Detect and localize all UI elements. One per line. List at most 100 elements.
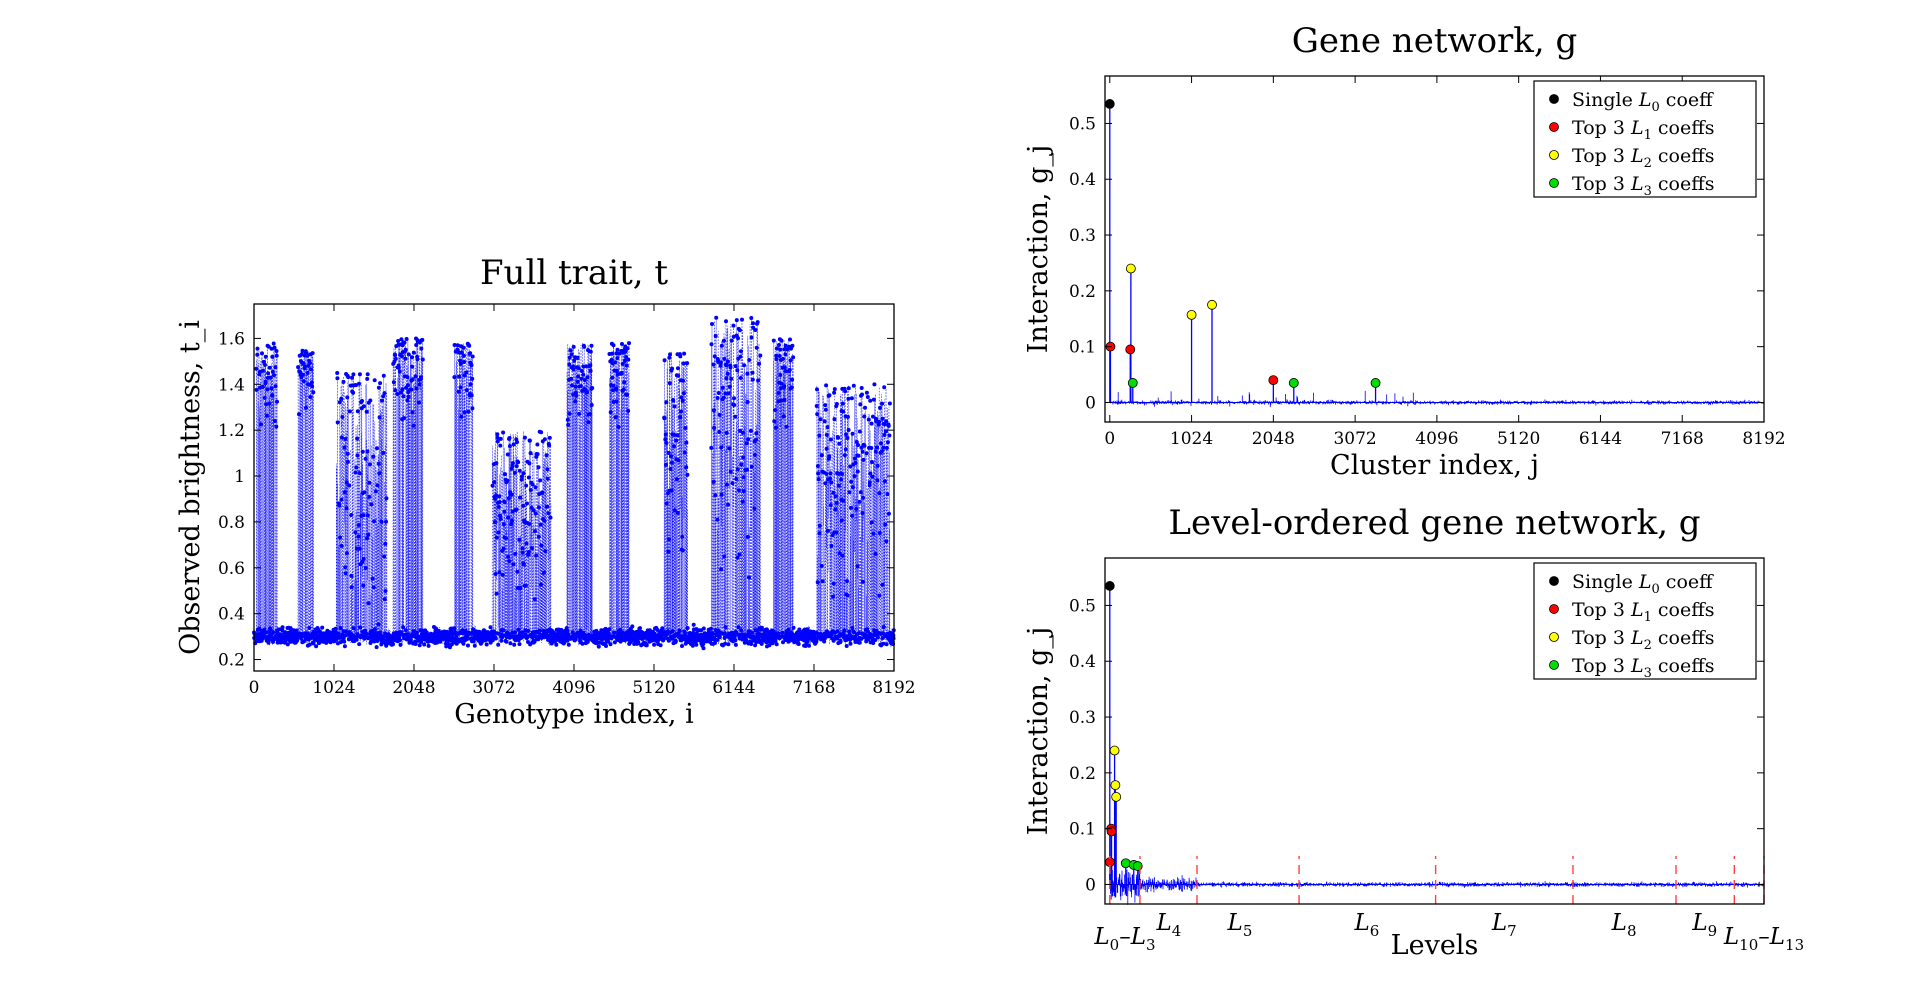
data-point bbox=[273, 384, 278, 389]
data-point bbox=[401, 394, 406, 399]
data-point bbox=[484, 642, 489, 647]
data-point bbox=[399, 390, 403, 395]
data-point bbox=[361, 556, 366, 561]
data-point bbox=[419, 346, 424, 351]
data-point bbox=[815, 412, 820, 417]
data-point bbox=[614, 399, 619, 404]
data-point bbox=[372, 378, 377, 383]
data-point bbox=[588, 363, 593, 368]
data-point bbox=[567, 411, 572, 416]
data-point bbox=[565, 417, 570, 422]
data-point bbox=[367, 480, 372, 485]
data-point bbox=[733, 638, 738, 643]
data-point bbox=[516, 460, 521, 465]
data-point bbox=[857, 499, 862, 504]
data-point bbox=[713, 493, 718, 498]
data-point bbox=[507, 559, 512, 564]
data-point bbox=[573, 384, 578, 389]
legend-marker bbox=[1549, 150, 1559, 160]
data-point bbox=[735, 555, 740, 560]
data-point bbox=[727, 384, 732, 389]
data-point bbox=[363, 456, 368, 461]
data-point bbox=[343, 629, 348, 634]
data-point bbox=[369, 502, 374, 507]
data-point bbox=[349, 513, 354, 517]
data-point bbox=[630, 624, 635, 629]
data-point bbox=[626, 408, 631, 413]
data-point bbox=[855, 469, 860, 474]
data-point bbox=[666, 451, 671, 455]
data-point bbox=[263, 379, 268, 384]
data-point bbox=[790, 377, 795, 382]
data-point bbox=[569, 352, 574, 357]
data-point bbox=[347, 483, 352, 488]
data-point bbox=[506, 515, 511, 520]
data-point bbox=[500, 572, 505, 577]
data-point bbox=[824, 383, 829, 388]
data-point bbox=[674, 438, 679, 443]
data-point bbox=[538, 522, 543, 527]
data-point bbox=[356, 534, 361, 539]
data-point bbox=[790, 343, 795, 348]
y-tick-label: 0.1 bbox=[1069, 820, 1096, 840]
data-point bbox=[882, 433, 887, 437]
data-point bbox=[467, 343, 472, 348]
data-point bbox=[736, 625, 741, 630]
data-point bbox=[567, 362, 572, 367]
data-point bbox=[354, 465, 359, 470]
data-point bbox=[781, 356, 786, 361]
data-point bbox=[841, 498, 846, 503]
data-point bbox=[271, 630, 276, 635]
data-point bbox=[684, 440, 689, 445]
data-point bbox=[267, 365, 272, 370]
data-point bbox=[856, 453, 861, 458]
data-point bbox=[294, 628, 299, 633]
level-label: L4 bbox=[1155, 910, 1181, 940]
data-point bbox=[736, 336, 740, 341]
data-point bbox=[869, 632, 874, 637]
data-point bbox=[274, 349, 279, 353]
data-point bbox=[848, 641, 853, 646]
data-point bbox=[420, 337, 425, 342]
data-point bbox=[661, 637, 666, 642]
data-point bbox=[716, 391, 721, 395]
data-point bbox=[255, 346, 260, 351]
coefficient-marker-l2 bbox=[1125, 263, 1136, 274]
data-point bbox=[849, 479, 854, 484]
data-point bbox=[461, 641, 466, 646]
data-point bbox=[305, 353, 310, 358]
chart-title: Full trait, t bbox=[480, 253, 668, 293]
data-point bbox=[604, 644, 608, 648]
legend-marker bbox=[1549, 178, 1559, 188]
data-point bbox=[360, 399, 364, 403]
data-point bbox=[827, 393, 832, 398]
data-point bbox=[502, 509, 507, 514]
data-point bbox=[514, 507, 519, 512]
level-label: L8 bbox=[1611, 910, 1637, 940]
data-point bbox=[505, 452, 510, 457]
data-point bbox=[380, 398, 384, 403]
data-point bbox=[360, 559, 365, 564]
data-point bbox=[849, 505, 853, 510]
data-point bbox=[577, 411, 582, 416]
data-point bbox=[309, 380, 314, 385]
data-point bbox=[869, 520, 874, 525]
data-point bbox=[510, 464, 515, 469]
data-point bbox=[414, 343, 419, 347]
x-tick-label: 8192 bbox=[1742, 429, 1785, 449]
data-point bbox=[372, 627, 377, 632]
data-point bbox=[856, 443, 860, 447]
data-point bbox=[545, 467, 550, 472]
x-tick-label: 5120 bbox=[632, 678, 675, 698]
data-point bbox=[624, 363, 629, 368]
data-point bbox=[828, 471, 833, 476]
legend-marker bbox=[1549, 576, 1559, 586]
data-point bbox=[672, 404, 677, 409]
data-point bbox=[755, 320, 760, 325]
data-point bbox=[354, 383, 358, 388]
data-point bbox=[711, 362, 716, 367]
coefficient-marker-l2 bbox=[1110, 780, 1121, 791]
data-point bbox=[343, 565, 348, 570]
data-point bbox=[738, 354, 743, 359]
data-point bbox=[676, 373, 681, 378]
